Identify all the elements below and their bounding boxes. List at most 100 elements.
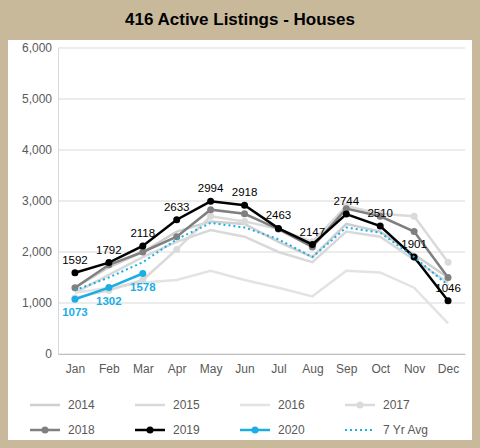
series-marker [207,206,214,213]
y-tick-label: 4,000 [22,143,52,157]
x-tick: Nov [404,354,425,376]
series-marker [377,222,384,229]
legend-marker [147,427,154,434]
x-tick: Mar [133,354,154,376]
data-label: 1046 [435,282,461,294]
legend-swatch [30,404,60,407]
x-tick: Sep [336,354,358,376]
x-tick-label: Sep [336,362,358,376]
y-axis-line [58,49,59,355]
series-marker [411,228,418,235]
y-tick: 0 [45,347,58,361]
series-marker [105,284,112,291]
legend: 2014 2015 2016 2017 2018 2019 2020 7 Yr Avg [30,398,428,437]
legend-item: 2017 [345,398,410,412]
y-tick: 6,000 [22,41,58,55]
series-marker [139,270,146,277]
legend-item: 2020 [240,423,305,437]
title: 416 Active Listings - Houses [125,10,355,29]
y-tick-label: 2,000 [22,245,52,259]
grid-line [58,354,465,355]
legend-item: 2018 [30,423,95,437]
x-tick: Jun [235,354,254,376]
series-marker [309,241,316,248]
series-marker [71,269,78,276]
series-line [75,271,448,324]
series-marker [173,216,180,223]
legend-item: 2016 [240,398,305,412]
x-tick: May [200,354,223,376]
legend-swatch [135,404,165,407]
series-marker [241,210,248,217]
x-axis: JanFebMarAprMayJunJulAugSepOctNovDec [59,354,466,376]
legend-item: 7 Yr Avg [345,423,428,437]
grid-line [58,48,465,49]
y-tick-label: 3,000 [22,194,52,208]
legend-swatch [240,404,270,407]
data-label: 1901 [401,238,427,250]
data-label: 2463 [266,209,292,221]
legend-label: 2015 [173,398,200,412]
y-tick: 2,000 [22,245,58,259]
legend-item: 2015 [135,398,200,412]
legend-item: 2014 [30,398,95,412]
legend-marker [357,402,364,409]
x-tick-label: Dec [438,362,459,376]
series-marker [411,213,418,220]
y-tick-label: 6,000 [22,41,52,55]
series-line [75,201,448,300]
x-tick: Feb [99,354,120,376]
series-marker [445,259,452,266]
x-tick-label: Jul [271,362,286,376]
grid [58,48,465,354]
series-line [75,209,448,288]
data-label: 1578 [130,281,156,293]
legend-label: 2020 [278,423,305,437]
series-marker [445,297,452,304]
legend-label: 7 Yr Avg [383,423,428,437]
series-marker [241,218,248,225]
series-marker [275,226,282,233]
data-label: 1073 [62,306,88,318]
x-tick: Dec [438,354,459,376]
y-tick: 5,000 [22,92,58,106]
data-label: 1792 [96,244,122,256]
grid-line [58,99,465,100]
data-labels: 1592179221182633299429182463214727442510… [62,182,461,318]
data-label: 2918 [232,186,258,198]
y-tick-label: 5,000 [22,92,52,106]
data-label: 2118 [130,227,155,239]
legend-item: 2019 [135,423,200,437]
y-tick: 4,000 [22,143,58,157]
y-tick-label: 0 [45,347,52,361]
data-label: 1302 [96,295,122,307]
x-tick-label: May [200,362,223,376]
x-tick-label: Oct [371,362,390,376]
data-label: 2510 [367,207,393,219]
legend-label: 2019 [173,423,200,437]
y-tick: 1,000 [22,296,58,310]
x-tick-label: Apr [168,362,187,376]
series-marker [445,274,452,281]
x-tick-label: Feb [99,362,120,376]
series-marker [275,226,282,233]
series-marker [139,242,146,249]
y-axis: 0 1,000 2,000 3,000 4,000 5,000 6,000 [22,41,59,361]
legend-marker [252,427,259,434]
series-marker [105,259,112,266]
legend-label: 2017 [383,398,410,412]
y-tick-label: 1,000 [22,296,52,310]
series-marker [173,246,180,253]
series-marker [207,213,214,220]
x-tick-label: Mar [133,362,154,376]
x-tick-label: Jan [66,362,85,376]
legend-swatch [345,429,375,431]
x-axis-line [59,354,466,355]
series-marker [207,198,214,205]
data-label: 2147 [300,226,326,238]
data-label: 2633 [164,201,190,213]
legend-label: 2014 [68,398,95,412]
x-tick: Jan [66,354,85,376]
series-marker [275,225,282,232]
data-label: 2744 [333,195,359,207]
